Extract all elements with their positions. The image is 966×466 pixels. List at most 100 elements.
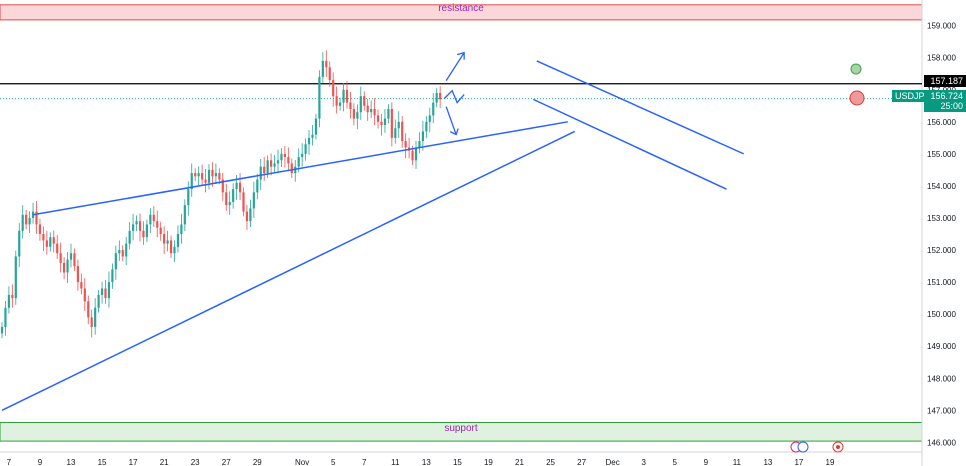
candle-body <box>90 317 93 327</box>
candle-body <box>318 76 321 119</box>
candle-body <box>18 230 21 257</box>
candle-body <box>25 214 28 225</box>
candle-body <box>169 240 173 254</box>
x-tick-label: Dec <box>606 458 620 466</box>
candle-body <box>187 189 190 206</box>
candle-body <box>245 211 249 222</box>
y-tick-label: 154.000 <box>927 182 956 191</box>
candle-body <box>276 160 280 164</box>
falling-channel-upper-trendline <box>536 60 745 155</box>
candle-body <box>76 266 79 283</box>
current-price-tag: 156.724 <box>924 90 966 102</box>
x-tick-label: 11 <box>391 458 400 466</box>
y-tick-label: 146.000 <box>927 438 956 447</box>
x-tick-label: 17 <box>794 458 803 466</box>
candle-body <box>59 253 62 263</box>
candle-body <box>204 179 207 183</box>
candle-body <box>249 208 252 222</box>
candle-body <box>211 169 214 177</box>
x-tick-label: 13 <box>67 458 76 466</box>
candle-body <box>180 224 183 235</box>
x-tick-label: 17 <box>129 458 138 466</box>
candle-body <box>428 115 431 122</box>
candle-body <box>49 237 52 247</box>
candle-body <box>21 214 24 231</box>
x-tick-label: Nov <box>295 458 309 466</box>
candle-body <box>145 224 148 238</box>
candle-body <box>225 192 228 206</box>
candle-body <box>376 115 380 122</box>
bearish-marker-icon <box>849 90 865 106</box>
candle-body <box>307 137 311 145</box>
candle-body <box>107 282 111 299</box>
candle-body <box>342 89 345 103</box>
y-tick-label: 148.000 <box>927 374 956 383</box>
candle-body <box>359 96 362 113</box>
candle-body <box>118 250 121 254</box>
candle-body <box>176 234 180 247</box>
candle-body <box>345 89 349 103</box>
rising-wedge-upper-trendline <box>32 121 568 216</box>
candle-body <box>397 121 400 129</box>
candle-body <box>373 108 376 116</box>
y-tick-label: 150.000 <box>927 310 956 319</box>
candle-body <box>394 128 397 138</box>
candle-body <box>56 243 59 254</box>
candle-body <box>66 259 69 273</box>
candle-body <box>159 227 162 235</box>
candle-body <box>11 294 14 299</box>
candle-body <box>290 163 293 174</box>
candle-body <box>301 153 304 158</box>
candle-body <box>83 288 86 302</box>
candle-body <box>111 269 114 283</box>
candle-body <box>356 112 359 119</box>
x-tick-label: 13 <box>763 458 772 466</box>
candle-body <box>297 157 300 167</box>
y-tick-label: 149.000 <box>927 342 956 351</box>
resistance-zone-label: resistance <box>438 3 484 14</box>
candle-body <box>238 182 242 193</box>
candle-body <box>256 179 259 193</box>
candle-body <box>207 169 211 183</box>
candle-body <box>73 253 76 267</box>
x-tick-label: 15 <box>453 458 462 466</box>
candle-body <box>228 201 231 206</box>
candle-body <box>421 131 424 142</box>
countdown-timer: 25:00 <box>924 100 966 112</box>
candle-body <box>321 60 324 77</box>
candle-body <box>425 121 428 132</box>
candle-body <box>304 144 307 154</box>
candle-body <box>14 256 17 299</box>
candle-body <box>69 253 73 260</box>
candle-body <box>152 214 155 222</box>
candle-body <box>232 189 235 202</box>
candle-body <box>197 173 200 177</box>
candle-body <box>104 288 107 299</box>
candle-body <box>80 282 83 289</box>
candle-body <box>52 237 55 244</box>
candle-body <box>266 160 269 174</box>
bullish-arrow <box>445 51 465 81</box>
symbol-tag[interactable]: USDJPY <box>892 90 931 102</box>
candle-body <box>273 163 276 167</box>
candle-body <box>270 160 273 167</box>
x-tick-label: 9 <box>38 458 43 466</box>
candle-body <box>38 224 42 235</box>
x-tick-label: 29 <box>253 458 262 466</box>
candle-body <box>259 166 262 180</box>
x-tick-label: 21 <box>160 458 169 466</box>
x-tick-label: 19 <box>826 458 835 466</box>
y-tick-label: 153.000 <box>927 214 956 223</box>
candle-body <box>325 60 328 68</box>
y-tick-label: 147.000 <box>927 406 956 415</box>
candle-body <box>4 307 7 327</box>
candle-body <box>45 240 48 247</box>
falling-channel-lower-trendline <box>532 98 727 190</box>
candle-body <box>135 221 138 225</box>
x-tick-label: 21 <box>515 458 524 466</box>
candle-body <box>201 173 204 180</box>
candle-body <box>352 108 355 119</box>
candle-body <box>156 221 159 228</box>
